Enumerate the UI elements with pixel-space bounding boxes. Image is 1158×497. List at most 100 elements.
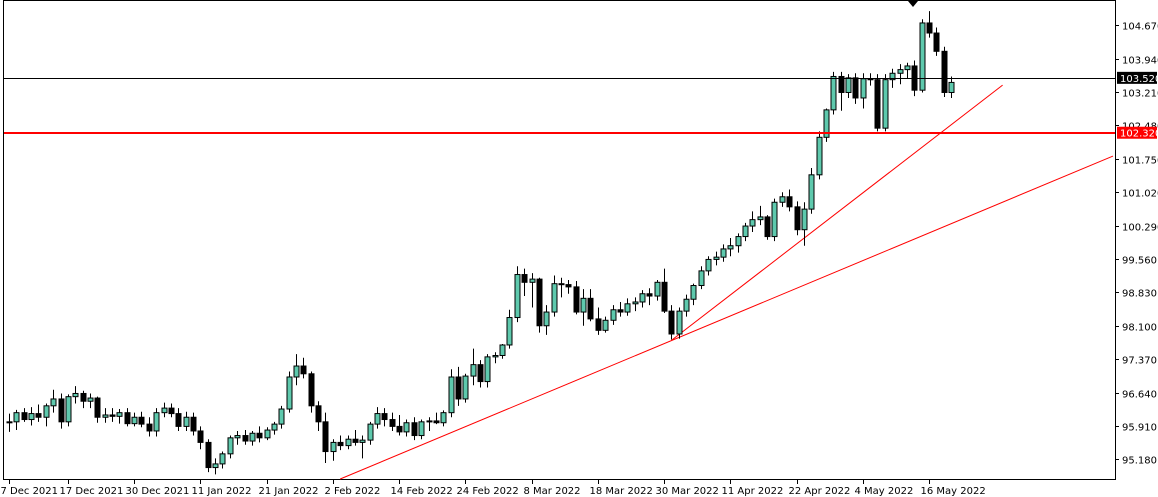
x-tick-label: 4 May 2022 xyxy=(855,486,914,497)
candle-body-down xyxy=(874,79,881,129)
candle-body-down xyxy=(352,438,359,443)
candle xyxy=(720,244,727,262)
candle xyxy=(926,11,933,38)
candle xyxy=(381,408,388,427)
candle xyxy=(300,357,307,379)
candle xyxy=(190,412,197,436)
candle-body-down xyxy=(315,405,322,423)
period-marker-icon xyxy=(908,1,918,7)
y-tick-label: 96.640 xyxy=(1122,390,1157,401)
candle-body-up xyxy=(499,344,506,356)
candle xyxy=(794,201,801,236)
candle-body-up xyxy=(506,317,513,346)
candle xyxy=(131,412,138,427)
trendline-1 xyxy=(340,155,1114,480)
candle xyxy=(256,426,263,443)
candle xyxy=(234,430,241,445)
candle-body-up xyxy=(13,412,20,423)
candle-body-up xyxy=(690,285,697,300)
candle-body-up xyxy=(514,274,521,319)
candle xyxy=(668,305,675,340)
candle-body-down xyxy=(109,414,116,417)
candle xyxy=(197,426,204,450)
candle-body-up xyxy=(860,78,867,99)
candle-body-up xyxy=(65,396,72,423)
candle xyxy=(359,435,366,459)
candle-body-up xyxy=(529,278,536,283)
candle-body-down xyxy=(242,435,249,442)
candle xyxy=(109,408,116,422)
candle xyxy=(639,290,646,308)
candle-body-up xyxy=(87,397,94,402)
candle xyxy=(403,419,410,437)
candle-body-up xyxy=(264,429,271,439)
candle-body-down xyxy=(794,206,801,231)
candle xyxy=(50,389,57,413)
candle xyxy=(536,277,543,333)
candle-body-down xyxy=(764,216,771,238)
candle-body-down xyxy=(337,441,344,447)
candle xyxy=(587,289,594,322)
candle xyxy=(919,19,926,93)
candle-body-up xyxy=(632,301,639,305)
candle xyxy=(124,408,131,427)
candle-body-up xyxy=(271,423,278,431)
candle-body-up xyxy=(492,354,499,358)
candle-body-down xyxy=(668,310,675,335)
candle-body-down xyxy=(300,365,307,375)
candle-body-up xyxy=(212,463,219,469)
x-tick-label: 22 Apr 2022 xyxy=(789,486,851,497)
candle xyxy=(308,371,315,413)
candle xyxy=(646,288,653,306)
candle xyxy=(705,256,712,276)
candle xyxy=(13,409,20,431)
candle xyxy=(624,298,631,316)
candle xyxy=(786,189,793,212)
x-tick-label: 24 Feb 2022 xyxy=(457,486,519,497)
y-tick-label: 99.560 xyxy=(1122,256,1157,267)
candle xyxy=(558,277,565,298)
candle xyxy=(948,76,955,98)
candle xyxy=(735,233,742,253)
y-axis: 104.670103.940103.210102.480101.750101.0… xyxy=(1115,22,1158,467)
trendlines xyxy=(340,84,1114,480)
candle xyxy=(242,430,249,445)
candle-body-down xyxy=(308,373,315,407)
candle xyxy=(661,268,668,313)
candle xyxy=(315,401,322,431)
candle-body-up xyxy=(705,258,712,272)
y-tick-label: 98.830 xyxy=(1122,289,1157,300)
candle xyxy=(227,435,234,459)
candle-body-up xyxy=(367,423,374,441)
candle xyxy=(749,211,756,232)
candle xyxy=(28,407,35,426)
candle-body-up xyxy=(727,245,734,250)
candle xyxy=(771,198,778,242)
candle-body-up xyxy=(823,109,830,138)
candle xyxy=(426,417,433,431)
candle xyxy=(477,360,484,388)
y-tick-label: 103.210 xyxy=(1122,89,1158,100)
x-axis: 7 Dec 2021 17 Dec 2021 30 Dec 2021 11 Jan 2… xyxy=(1,479,986,497)
candle-body-up xyxy=(698,270,705,287)
candle-body-up xyxy=(278,408,285,425)
candle xyxy=(897,64,904,85)
x-tick-label: 30 Mar 2022 xyxy=(656,486,719,497)
candle xyxy=(580,289,587,326)
candle xyxy=(632,297,639,312)
candle-body-up xyxy=(676,310,683,335)
candle xyxy=(35,404,42,422)
candle xyxy=(933,27,940,56)
candle xyxy=(565,280,572,294)
candle-body-down xyxy=(146,423,153,432)
candle xyxy=(374,407,381,429)
candle-body-down xyxy=(35,413,42,418)
candle xyxy=(94,396,101,423)
candle-body-up xyxy=(161,407,168,414)
candle-body-up xyxy=(830,75,837,111)
plot-area xyxy=(3,0,1116,480)
candle xyxy=(330,439,337,461)
candle xyxy=(521,268,528,297)
candle-body-up xyxy=(808,174,815,210)
